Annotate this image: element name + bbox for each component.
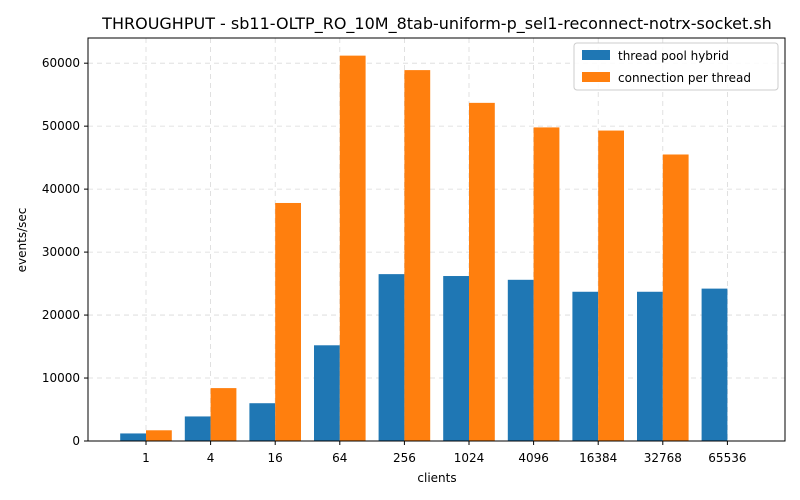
x-tick-label: 64 [332, 451, 347, 465]
bar-thread-pool-hybrid-256 [378, 274, 405, 441]
legend-label-thread-pool-hybrid: thread pool hybrid [618, 49, 729, 63]
bar-thread-pool-hybrid-16 [249, 403, 276, 441]
bar-thread-pool-hybrid-1 [120, 433, 146, 441]
bar-thread-pool-hybrid-1024 [443, 276, 469, 441]
y-tick-label: 40000 [42, 182, 80, 196]
y-axis-label: events/sec [15, 208, 29, 273]
legend-box [573, 42, 779, 91]
bar-thread-pool-hybrid-4096 [507, 279, 534, 441]
y-tick-label: 30000 [42, 245, 80, 259]
bar-connection-per-thread-16384 [598, 130, 624, 441]
x-axis-label: clients [417, 471, 456, 485]
bar-connection-per-thread-1024 [469, 102, 495, 441]
bar-connection-per-thread-16 [275, 202, 301, 441]
bar-connection-per-thread-64 [339, 55, 366, 441]
x-tick-label: 16 [268, 451, 283, 465]
bar-connection-per-thread-4096 [533, 127, 560, 442]
x-tick-label: 65536 [708, 451, 746, 465]
bar-connection-per-thread-1 [146, 430, 172, 441]
bar-thread-pool-hybrid-64 [314, 345, 340, 441]
y-tick-label: 0 [72, 434, 80, 448]
bar-connection-per-thread-4 [210, 388, 237, 441]
bar-connection-per-thread-256 [404, 70, 431, 441]
bar-thread-pool-hybrid-4 [184, 416, 211, 441]
legend-swatch-connection-per-thread [582, 72, 610, 82]
x-tick-label: 1 [142, 451, 150, 465]
y-tick-label: 60000 [42, 56, 80, 70]
x-tick-label: 16384 [579, 451, 617, 465]
legend-swatch-thread-pool-hybrid [582, 50, 610, 60]
legend-label-connection-per-thread: connection per thread [618, 71, 751, 85]
x-axis-ticks: 1 4 16 64 256 1024 4096 16384 32768 65536 [142, 441, 746, 465]
x-tick-label: 4096 [518, 451, 549, 465]
x-tick-label: 1024 [454, 451, 485, 465]
x-tick-label: 32768 [644, 451, 682, 465]
bar-thread-pool-hybrid-65536 [701, 288, 728, 441]
x-tick-label: 256 [393, 451, 416, 465]
y-tick-label: 50000 [42, 119, 80, 133]
bar-connection-per-thread-32768 [662, 154, 689, 441]
legend: thread pool hybrid connection per thread [573, 42, 779, 91]
bar-thread-pool-hybrid-32768 [637, 291, 663, 441]
plot-frame [87, 37, 786, 442]
y-tick-label: 10000 [42, 371, 80, 385]
chart-title: THROUGHPUT - sb11-OLTP_RO_10M_8tab-unifo… [101, 14, 772, 34]
bar-thread-pool-hybrid-16384 [572, 291, 599, 441]
bars-layer [120, 55, 728, 442]
x-tick-label: 4 [207, 451, 215, 465]
y-tick-label: 20000 [42, 308, 80, 322]
y-axis-ticks: 0 10000 20000 30000 40000 50000 60000 [42, 56, 88, 448]
